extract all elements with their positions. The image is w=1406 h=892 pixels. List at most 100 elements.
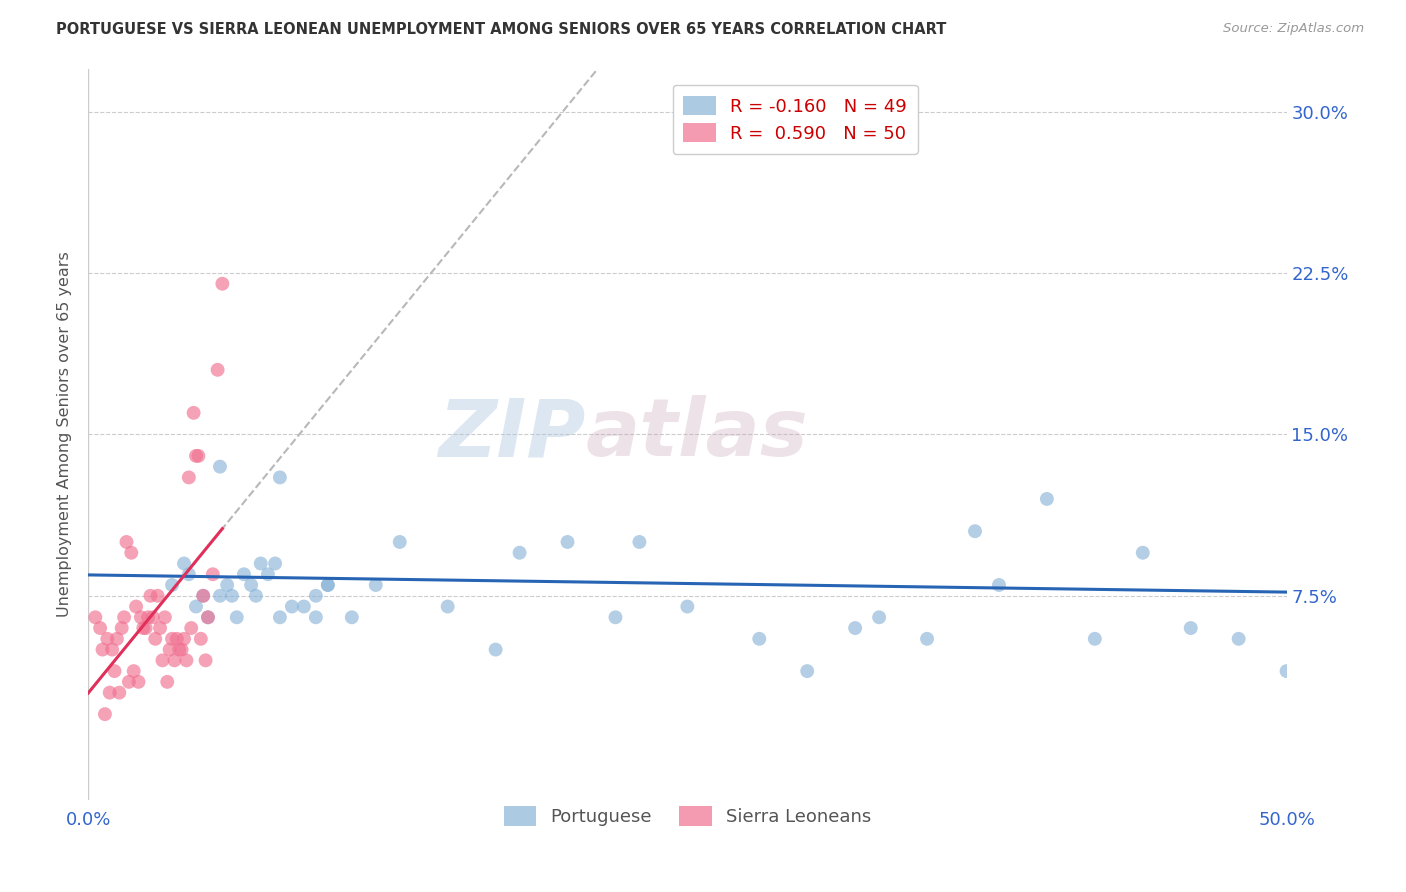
Point [305, 589, 328, 603]
Point [1275, 664, 1298, 678]
Point [152, 653, 174, 667]
Point [180, 621, 202, 635]
Point [340, 610, 363, 624]
Point [160, 578, 183, 592]
Point [1036, 491, 1059, 506]
Point [125, 599, 148, 614]
Point [987, 578, 1010, 592]
Point [748, 632, 770, 646]
Point [1132, 546, 1154, 560]
Point [436, 599, 458, 614]
Point [190, 632, 212, 646]
Point [211, 277, 233, 291]
Point [257, 567, 280, 582]
Point [1084, 632, 1107, 646]
Point [245, 589, 267, 603]
Point [187, 449, 209, 463]
Legend: Portuguese, Sierra Leoneans: Portuguese, Sierra Leoneans [495, 797, 880, 835]
Point [149, 621, 172, 635]
Point [193, 589, 215, 603]
Point [132, 621, 155, 635]
Point [193, 589, 215, 603]
Point [136, 610, 159, 624]
Point [173, 632, 195, 646]
Point [197, 610, 219, 624]
Point [915, 632, 938, 646]
Point [89, 621, 111, 635]
Point [388, 535, 411, 549]
Point [316, 578, 339, 592]
Point [316, 578, 339, 592]
Point [112, 610, 135, 624]
Point [208, 459, 231, 474]
Point [84, 610, 107, 624]
Point [292, 599, 315, 614]
Point [156, 674, 179, 689]
Point [177, 470, 200, 484]
Point [115, 535, 138, 549]
Point [269, 610, 291, 624]
Point [118, 674, 141, 689]
Point [143, 632, 166, 646]
Point [94, 707, 117, 722]
Y-axis label: Unemployment Among Seniors over 65 years: Unemployment Among Seniors over 65 years [58, 252, 72, 617]
Point [127, 674, 149, 689]
Point [170, 642, 193, 657]
Point [1227, 632, 1250, 646]
Point [305, 610, 328, 624]
Point [153, 610, 176, 624]
Point [557, 535, 579, 549]
Point [120, 546, 142, 560]
Point [233, 567, 256, 582]
Point [605, 610, 627, 624]
Point [676, 599, 699, 614]
Point [111, 621, 134, 635]
Point [167, 642, 190, 657]
Point [105, 632, 128, 646]
Point [142, 610, 165, 624]
Point [103, 664, 125, 678]
Point [159, 642, 181, 657]
Point [176, 653, 198, 667]
Point [194, 653, 217, 667]
Point [96, 632, 118, 646]
Point [177, 567, 200, 582]
Point [129, 610, 152, 624]
Point [844, 621, 866, 635]
Point [217, 578, 239, 592]
Point [173, 557, 195, 571]
Point [208, 589, 231, 603]
Point [269, 470, 291, 484]
Point [146, 589, 169, 603]
Point [201, 567, 224, 582]
Point [963, 524, 986, 539]
Point [139, 589, 162, 603]
Point [160, 632, 183, 646]
Point [509, 546, 531, 560]
Point [163, 653, 186, 667]
Point [197, 610, 219, 624]
Point [135, 621, 157, 635]
Point [183, 406, 205, 420]
Point [108, 685, 131, 699]
Point [1180, 621, 1202, 635]
Point [281, 599, 304, 614]
Point [184, 599, 207, 614]
Point [91, 642, 114, 657]
Point [101, 642, 124, 657]
Text: Source: ZipAtlas.com: Source: ZipAtlas.com [1223, 22, 1364, 36]
Point [240, 578, 263, 592]
Point [628, 535, 651, 549]
Point [485, 642, 508, 657]
Point [264, 557, 287, 571]
Point [868, 610, 890, 624]
Point [184, 449, 207, 463]
Text: atlas: atlas [585, 395, 808, 474]
Point [221, 589, 243, 603]
Point [225, 610, 247, 624]
Point [122, 664, 145, 678]
Text: ZIP: ZIP [439, 395, 585, 474]
Point [207, 363, 229, 377]
Text: PORTUGUESE VS SIERRA LEONEAN UNEMPLOYMENT AMONG SENIORS OVER 65 YEARS CORRELATIO: PORTUGUESE VS SIERRA LEONEAN UNEMPLOYMEN… [56, 22, 946, 37]
Point [98, 685, 121, 699]
